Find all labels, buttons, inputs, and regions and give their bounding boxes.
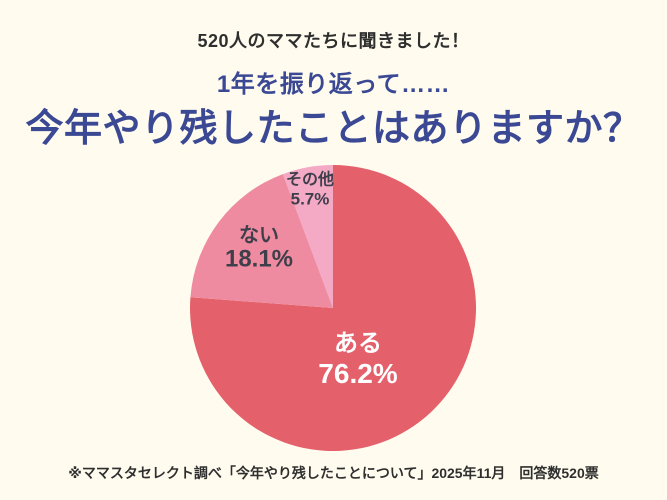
pie-label-other-pct: 5.7% <box>290 189 330 209</box>
pie-slice-0 <box>190 165 477 451</box>
page-title: 今年やり残したことはありますか？ <box>25 108 642 150</box>
pie-label-nai-pct: 18.1% <box>224 245 294 273</box>
subtitle: 1年を振り返って…… <box>216 71 451 98</box>
pie-label-aru: ある 76.2% <box>318 329 398 389</box>
pie-label-other-text: その他 <box>285 171 335 189</box>
pie-label-nai-text: ない <box>239 224 279 247</box>
pie-slice-1 <box>190 174 333 308</box>
pie-label-nai: ない 18.1% <box>225 224 293 273</box>
pie-chart: ある 76.2% ない 18.1% その他 5.7% <box>189 164 477 452</box>
pie-label-aru-pct: 76.2% <box>318 357 398 389</box>
pie-label-other: その他 5.7% <box>286 172 334 209</box>
pie-label-aru-text: ある <box>334 329 382 357</box>
survey-note: 520人のママたちに聞きました！ <box>197 31 470 51</box>
source-note: ※ママスタセレクト調べ「今年やり残したことについて」2025年11月 回答数52… <box>68 465 599 481</box>
pie-chart-svg <box>190 165 477 451</box>
pie-slice-2 <box>282 165 333 308</box>
